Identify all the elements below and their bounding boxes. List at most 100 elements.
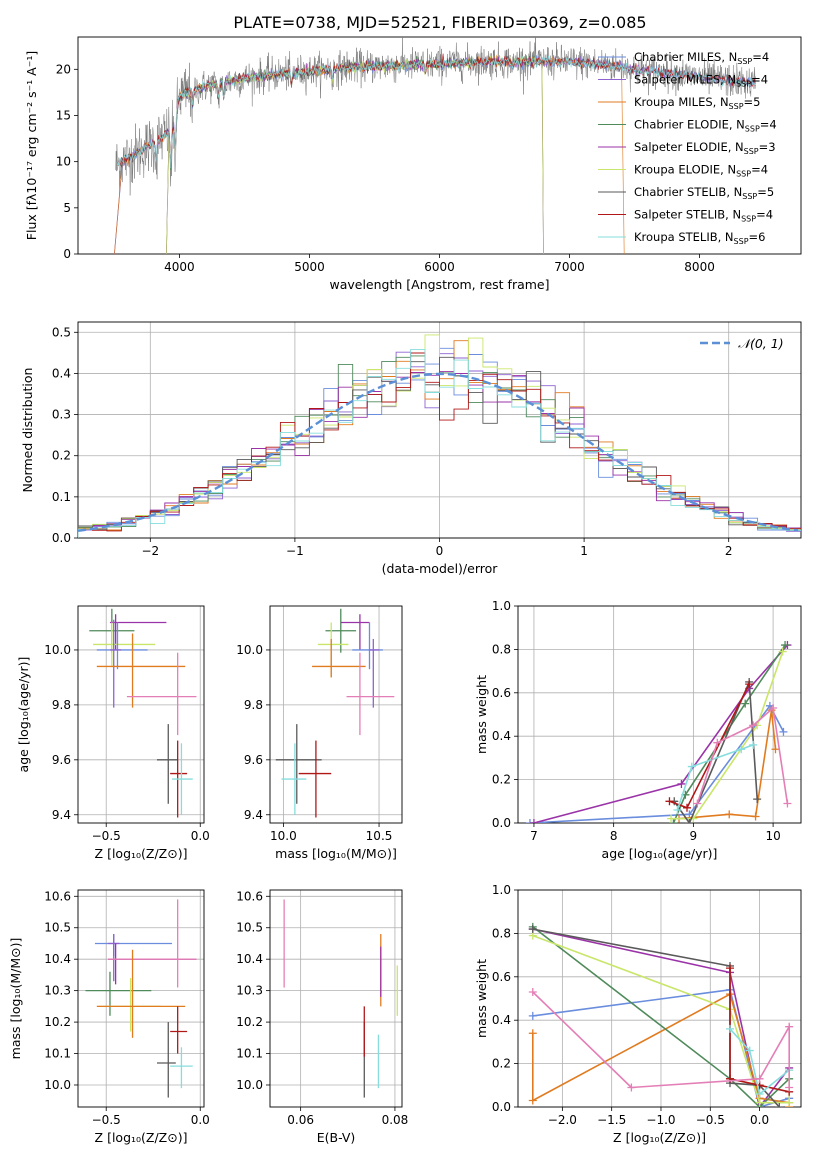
x-tick-label: 0.06: [287, 1113, 314, 1127]
age_vs_Z-panel: −0.5 0.0 9.4 9.6 9.8 10.0 Z [log₁₀(Z/Z⊙)] age […: [16, 605, 210, 861]
y-tick-label: 9.8: [244, 698, 263, 712]
legend-entry-tail: =3: [759, 140, 776, 154]
legend-entry-sub: SSP: [734, 237, 749, 246]
errorbar-point: [109, 619, 122, 708]
y-tick-label: 10.4: [44, 952, 71, 966]
weight-marker: [783, 799, 792, 808]
y-axis-label: mass weight: [474, 959, 489, 1038]
legend-entry: Kroupa ELODIE, NSSP=4: [634, 163, 768, 179]
legend-entry: Chabrier MILES, NSSP=4: [634, 50, 769, 66]
weight-marker: [745, 680, 754, 689]
x-tick-label: 6000: [424, 260, 455, 274]
legend-entry-main: Kroupa ELODIE, N: [634, 163, 736, 177]
x-axis-label: Z [log₁₀(Z/Z⊙)]: [95, 846, 188, 861]
errorbar-point: [275, 724, 322, 804]
weight-marker: [677, 779, 686, 788]
weight_vs_Z-panel: −2.0 −1.5 −1.0 −0.5 0.0 0.0 0.2 0.4 0.6 0.8 1.0 Z […: [474, 883, 802, 1145]
weight-marker: [683, 803, 692, 812]
weight-marker: [751, 812, 760, 821]
x-tick-label: 7000: [554, 260, 585, 274]
weight-marker: [741, 699, 750, 708]
weight-marker: [685, 810, 694, 819]
errorbar-point: [340, 614, 370, 650]
y-tick-label: 0.4: [52, 366, 71, 380]
legend-entry: Salpeter STELIB, NSSP=4: [634, 208, 773, 224]
weight-marker: [726, 1024, 735, 1033]
y-tick-label: 0.3: [52, 408, 71, 422]
y-tick-label: 0.2: [52, 449, 71, 463]
x-tick-label: 10.0: [270, 829, 297, 843]
x-axis-label: (data-model)/error: [382, 561, 499, 576]
errorbar-point: [93, 622, 156, 667]
y-axis-label: Flux [fλ10⁻¹⁷ erg cm⁻² s⁻¹ A⁻¹]: [24, 51, 39, 240]
y-tick-label: 0.2: [492, 1057, 511, 1071]
y-tick-label: 10.5: [236, 921, 263, 935]
weight-marker: [528, 987, 537, 996]
legend-entry: Kroupa STELIB, NSSP=6: [634, 230, 765, 246]
legend-entry: Chabrier ELODIE, NSSP=4: [634, 118, 777, 134]
y-tick-label: 0.8: [492, 926, 511, 940]
weight-series: [726, 964, 794, 1096]
y-tick-label: 0.2: [492, 773, 511, 787]
weight-series-line: [532, 928, 790, 1107]
errorbar-point: [170, 1047, 193, 1089]
legend-entry-tail: =4: [760, 118, 777, 132]
legend-entry-sub: SSP: [742, 192, 757, 201]
model-spectrum: [114, 54, 625, 254]
legend-entry-sub: SSP: [737, 57, 752, 66]
x-tick-label: 0.08: [382, 1113, 409, 1127]
x-tick-label: −0.5: [92, 1113, 121, 1127]
errorbar-point: [298, 740, 332, 818]
age_vs_mass-data: [275, 608, 395, 818]
normal-curve: [78, 372, 799, 532]
legend-entry-tail: =4: [751, 163, 768, 177]
x-tick-label: −0.5: [696, 1113, 725, 1127]
y-tick-label: 10.1: [44, 1047, 71, 1061]
errorbar-point: [170, 1006, 188, 1054]
y-tick-label: 9.6: [52, 753, 71, 767]
y-tick-label: 10: [56, 155, 71, 169]
weight-series-line: [729, 1028, 790, 1096]
legend-entry: Salpeter MILES, NSSP=4: [634, 73, 768, 89]
y-tick-label: 10.0: [44, 643, 71, 657]
x-tick-label: −2: [141, 544, 159, 558]
y-tick-label: 10.0: [236, 643, 263, 657]
errorbar-point: [352, 622, 383, 670]
x-tick-label: 0.0: [750, 1113, 769, 1127]
x-tick-label: −0.5: [92, 829, 121, 843]
age_vs_mass-panel: 10.0 10.5 9.4 9.6 9.8 10.0 mass [log₁₀(M/M⊙)]: [236, 605, 403, 861]
weight-marker: [713, 738, 722, 747]
weight-marker: [785, 1098, 794, 1107]
x-tick-label: 10.5: [366, 829, 393, 843]
spectrum-legend: Chabrier MILES, NSSP=4 Salpeter MILES, NS…: [598, 50, 777, 246]
y-tick-label: 0.0: [492, 1100, 511, 1114]
observed-spectrum: [115, 37, 756, 196]
errorbar-point: [172, 743, 193, 815]
errorbar-point: [96, 633, 186, 708]
legend-entry-tail: =5: [744, 95, 761, 109]
weight-marker: [755, 1074, 764, 1083]
residuals-legend: 𝒩(0, 1): [700, 336, 784, 351]
weight-series: [673, 740, 758, 814]
model-spectrum: [116, 55, 756, 169]
weight-marker: [528, 1011, 537, 1020]
y-tick-label: 9.4: [52, 808, 71, 822]
weight-series: [528, 987, 794, 1092]
model-spectrum-line: [116, 55, 756, 169]
weight-marker: [627, 1083, 636, 1092]
weight-marker: [753, 795, 762, 804]
errorbar-point: [346, 652, 395, 736]
figure-title: PLATE=0738, MJD=52521, FIBERID=0369, z=0…: [233, 13, 646, 32]
weight-marker: [669, 819, 678, 823]
weight_vs_age-panel: 7 8 9 10 0.0 0.2 0.4 0.6 0.8 1.0 age [log₁₀(age/yr…: [474, 599, 802, 861]
errorbar-point: [108, 934, 120, 982]
weight-series-line: [729, 968, 790, 1093]
mass_vs_Z-data: [85, 899, 197, 1098]
residuals-data: [78, 334, 801, 538]
legend-entry-sub: SSP: [729, 102, 744, 111]
x-axis-label: wavelength [Angstrom, rest frame]: [329, 277, 549, 292]
x-axis-label: age [log₁₀(age/yr)]: [602, 846, 718, 861]
legend-entry-main: Salpeter STELIB, N: [634, 208, 741, 222]
y-tick-label: 10.0: [44, 1078, 71, 1092]
y-tick-label: 0.4: [492, 729, 511, 743]
